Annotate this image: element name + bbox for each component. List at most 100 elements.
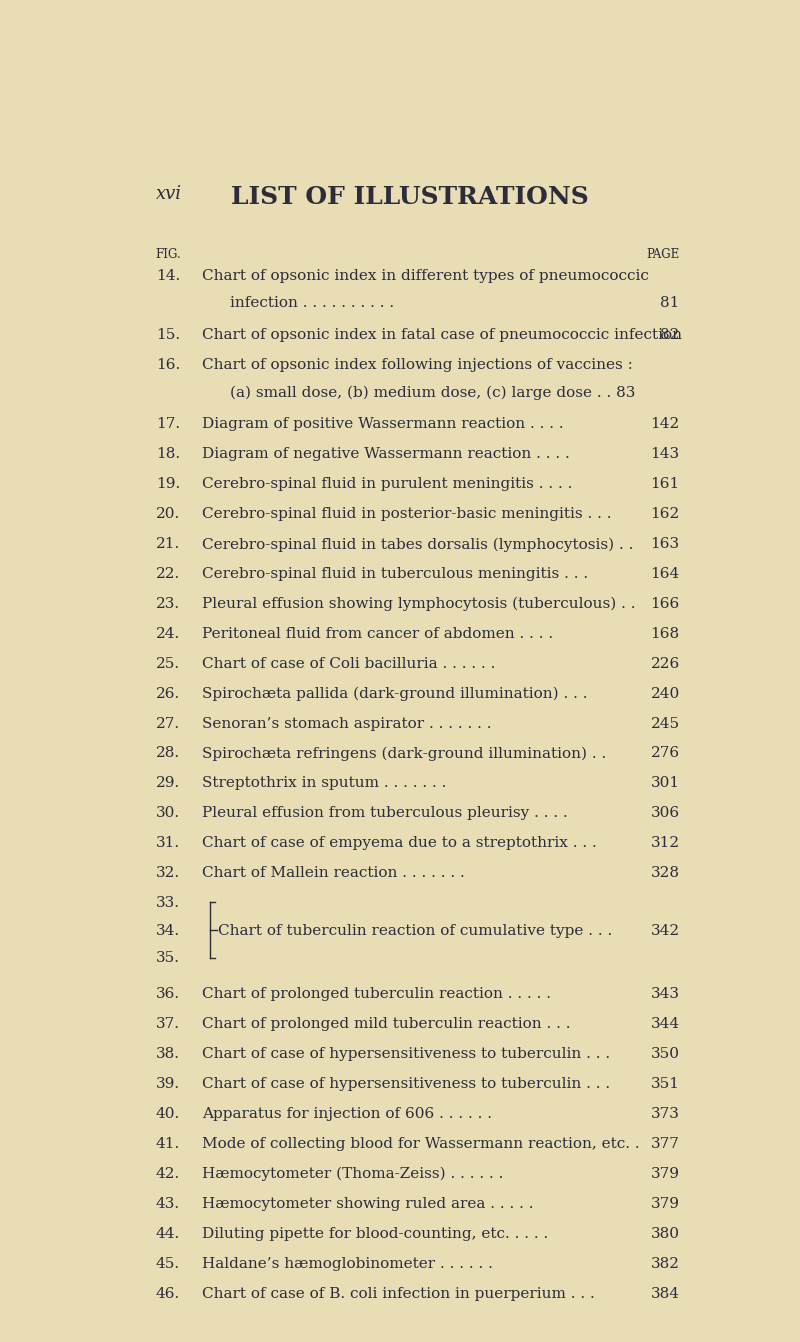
Text: 379: 379	[650, 1168, 680, 1181]
Text: 19.: 19.	[156, 478, 180, 491]
Text: Chart of prolonged mild tuberculin reaction . . .: Chart of prolonged mild tuberculin react…	[202, 1017, 570, 1032]
Text: 18.: 18.	[156, 447, 180, 462]
Text: Diagram of positive Wassermann reaction . . . .: Diagram of positive Wassermann reaction …	[202, 417, 564, 432]
Text: 377: 377	[651, 1137, 680, 1151]
Text: 33.: 33.	[156, 896, 180, 910]
Text: Spirochæta refringens (dark-ground illumination) . .: Spirochæta refringens (dark-ground illum…	[202, 746, 606, 761]
Text: Hæmocytometer (Thoma-Zeiss) . . . . . .: Hæmocytometer (Thoma-Zeiss) . . . . . .	[202, 1168, 504, 1181]
Text: 162: 162	[650, 507, 680, 521]
Text: 43.: 43.	[156, 1197, 180, 1210]
Text: 328: 328	[650, 866, 680, 880]
Text: 38.: 38.	[156, 1047, 180, 1062]
Text: 161: 161	[650, 478, 680, 491]
Text: 39.: 39.	[156, 1078, 180, 1091]
Text: xvi: xvi	[156, 185, 182, 203]
Text: 306: 306	[650, 807, 680, 820]
Text: 142: 142	[650, 417, 680, 432]
Text: 45.: 45.	[156, 1256, 180, 1271]
Text: Chart of opsonic index in fatal case of pneumococcic infection: Chart of opsonic index in fatal case of …	[202, 327, 682, 342]
Text: 37.: 37.	[156, 1017, 180, 1032]
Text: 34.: 34.	[156, 923, 180, 938]
Text: 16.: 16.	[156, 358, 180, 372]
Text: 301: 301	[650, 777, 680, 790]
Text: 384: 384	[650, 1287, 680, 1300]
Text: 245: 245	[650, 717, 680, 730]
Text: 22.: 22.	[156, 568, 180, 581]
Text: 23.: 23.	[156, 597, 180, 611]
Text: infection . . . . . . . . . .: infection . . . . . . . . . .	[230, 297, 394, 310]
Text: 20.: 20.	[156, 507, 180, 521]
Text: Chart of Mallein reaction . . . . . . .: Chart of Mallein reaction . . . . . . .	[202, 866, 465, 880]
Text: 168: 168	[650, 627, 680, 641]
Text: Senoran’s stomach aspirator . . . . . . .: Senoran’s stomach aspirator . . . . . . …	[202, 717, 492, 730]
Text: 342: 342	[650, 923, 680, 938]
Text: Chart of opsonic index following injections of vaccines :: Chart of opsonic index following injecti…	[202, 358, 633, 372]
Text: 343: 343	[650, 988, 680, 1001]
Text: 312: 312	[650, 836, 680, 851]
Text: (a) small dose, (b) medium dose, (c) large dose . . 83: (a) small dose, (b) medium dose, (c) lar…	[230, 385, 635, 400]
Text: 226: 226	[650, 656, 680, 671]
Text: Apparatus for injection of 606 . . . . . .: Apparatus for injection of 606 . . . . .…	[202, 1107, 492, 1121]
Text: 46.: 46.	[156, 1287, 180, 1300]
Text: 382: 382	[650, 1256, 680, 1271]
Text: 276: 276	[650, 746, 680, 761]
Text: Diluting pipette for blood-counting, etc. . . . .: Diluting pipette for blood-counting, etc…	[202, 1227, 549, 1241]
Text: 17.: 17.	[156, 417, 180, 432]
Text: 41.: 41.	[156, 1137, 180, 1151]
Text: 143: 143	[650, 447, 680, 462]
Text: Pleural effusion showing lymphocytosis (tuberculous) . .: Pleural effusion showing lymphocytosis (…	[202, 597, 636, 612]
Text: Chart of case of hypersensitiveness to tuberculin . . .: Chart of case of hypersensitiveness to t…	[202, 1047, 610, 1062]
Text: 28.: 28.	[156, 746, 180, 761]
Text: 21.: 21.	[156, 537, 180, 552]
Text: 14.: 14.	[156, 268, 180, 283]
Text: 379: 379	[650, 1197, 680, 1210]
Text: Pleural effusion from tuberculous pleurisy . . . .: Pleural effusion from tuberculous pleuri…	[202, 807, 568, 820]
Text: 32.: 32.	[156, 866, 180, 880]
Text: Chart of case of hypersensitiveness to tuberculin . . .: Chart of case of hypersensitiveness to t…	[202, 1078, 610, 1091]
Text: Chart of case of B. coli infection in puerperium . . .: Chart of case of B. coli infection in pu…	[202, 1287, 595, 1300]
Text: 164: 164	[650, 568, 680, 581]
Text: Diagram of negative Wassermann reaction . . . .: Diagram of negative Wassermann reaction …	[202, 447, 570, 462]
Text: 30.: 30.	[156, 807, 180, 820]
Text: Cerebro-spinal fluid in purulent meningitis . . . .: Cerebro-spinal fluid in purulent meningi…	[202, 478, 573, 491]
Text: LIST OF ILLUSTRATIONS: LIST OF ILLUSTRATIONS	[231, 185, 589, 209]
Text: Peritoneal fluid from cancer of abdomen . . . .: Peritoneal fluid from cancer of abdomen …	[202, 627, 554, 641]
Text: 15.: 15.	[156, 327, 180, 342]
Text: 31.: 31.	[156, 836, 180, 851]
Text: 42.: 42.	[156, 1168, 180, 1181]
Text: Chart of case of Coli bacilluria . . . . . .: Chart of case of Coli bacilluria . . . .…	[202, 656, 496, 671]
Text: 36.: 36.	[156, 988, 180, 1001]
Text: 380: 380	[650, 1227, 680, 1241]
Text: FIG.: FIG.	[156, 248, 182, 260]
Text: 40.: 40.	[156, 1107, 180, 1121]
Text: 350: 350	[650, 1047, 680, 1062]
Text: Cerebro-spinal fluid in tabes dorsalis (lymphocytosis) . .: Cerebro-spinal fluid in tabes dorsalis (…	[202, 537, 634, 552]
Text: Chart of prolonged tuberculin reaction . . . . .: Chart of prolonged tuberculin reaction .…	[202, 988, 551, 1001]
Text: Cerebro-spinal fluid in tuberculous meningitis . . .: Cerebro-spinal fluid in tuberculous meni…	[202, 568, 589, 581]
Text: 35.: 35.	[156, 951, 180, 965]
Text: Cerebro-spinal fluid in posterior-basic meningitis . . .: Cerebro-spinal fluid in posterior-basic …	[202, 507, 612, 521]
Text: Spirochæta pallida (dark-ground illumination) . . .: Spirochæta pallida (dark-ground illumina…	[202, 687, 588, 701]
Text: Haldane’s hæmoglobinometer . . . . . .: Haldane’s hæmoglobinometer . . . . . .	[202, 1256, 493, 1271]
Text: 166: 166	[650, 597, 680, 611]
Text: Chart of case of empyema due to a streptothrix . . .: Chart of case of empyema due to a strept…	[202, 836, 597, 851]
Text: 26.: 26.	[156, 687, 180, 701]
Text: 240: 240	[650, 687, 680, 701]
Text: 24.: 24.	[156, 627, 180, 641]
Text: 163: 163	[650, 537, 680, 552]
Text: 29.: 29.	[156, 777, 180, 790]
Text: Mode of collecting blood for Wassermann reaction, etc. .: Mode of collecting blood for Wassermann …	[202, 1137, 640, 1151]
Text: 373: 373	[651, 1107, 680, 1121]
Text: 351: 351	[650, 1078, 680, 1091]
Text: 344: 344	[650, 1017, 680, 1032]
Text: 81: 81	[660, 297, 680, 310]
Text: PAGE: PAGE	[646, 248, 680, 260]
Text: 82: 82	[660, 327, 680, 342]
Text: 44.: 44.	[156, 1227, 180, 1241]
Text: Hæmocytometer showing ruled area . . . . .: Hæmocytometer showing ruled area . . . .…	[202, 1197, 534, 1210]
Text: Streptothrix in sputum . . . . . . .: Streptothrix in sputum . . . . . . .	[202, 777, 446, 790]
Text: 27.: 27.	[156, 717, 180, 730]
Text: 25.: 25.	[156, 656, 180, 671]
Text: Chart of opsonic index in different types of pneumococcic: Chart of opsonic index in different type…	[202, 268, 649, 283]
Text: Chart of tuberculin reaction of cumulative type . . .: Chart of tuberculin reaction of cumulati…	[218, 923, 612, 938]
